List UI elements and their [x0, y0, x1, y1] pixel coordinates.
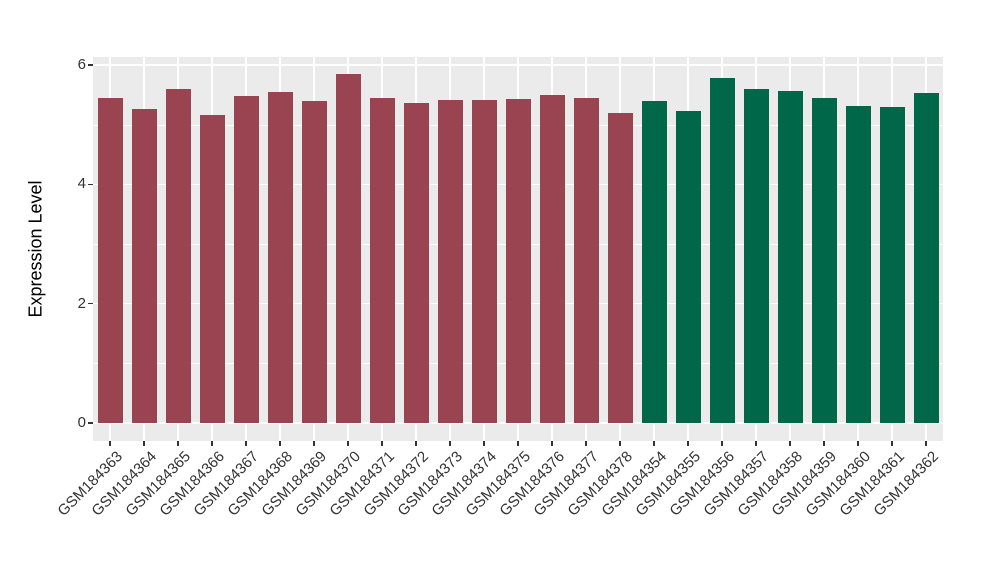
bar	[675, 110, 701, 423]
y-tick-mark	[88, 302, 93, 305]
x-tick-mark	[755, 441, 757, 446]
plot-panel	[93, 57, 943, 441]
x-tick-mark	[313, 441, 315, 446]
y-tick-label: 4	[77, 175, 86, 193]
bar	[913, 93, 939, 423]
bar	[403, 103, 429, 423]
bar	[777, 91, 803, 423]
bar	[811, 97, 837, 423]
x-tick-mark	[381, 441, 383, 446]
bar	[97, 97, 123, 423]
x-tick-mark	[585, 441, 587, 446]
x-tick-mark	[109, 441, 111, 446]
bar	[369, 97, 395, 423]
bar	[233, 96, 259, 423]
bar	[539, 94, 565, 423]
bar	[471, 100, 497, 423]
bar	[199, 115, 225, 423]
bar	[573, 97, 599, 423]
x-tick-mark	[721, 441, 723, 446]
y-tick-mark	[88, 64, 93, 66]
y-tick-mark	[88, 183, 93, 186]
x-tick-mark	[211, 441, 213, 446]
bar	[845, 106, 871, 423]
x-tick-mark	[653, 441, 655, 446]
bar	[505, 99, 531, 423]
x-tick-mark	[483, 441, 485, 446]
x-tick-mark	[517, 441, 519, 446]
x-tick-mark	[347, 441, 349, 446]
x-tick-mark	[823, 441, 825, 446]
x-tick-mark	[177, 441, 179, 446]
bar	[641, 100, 667, 423]
bar	[301, 100, 327, 423]
x-tick-mark	[925, 441, 927, 446]
bar	[709, 78, 735, 423]
bar	[879, 106, 905, 423]
bar	[131, 109, 157, 423]
x-tick-mark	[789, 441, 791, 446]
y-tick-label: 2	[77, 294, 86, 312]
x-tick-mark	[245, 441, 247, 446]
y-tick-mark	[88, 422, 93, 424]
x-tick-mark	[687, 441, 689, 446]
x-tick-mark	[415, 441, 417, 446]
bar	[437, 100, 463, 423]
y-tick-label: 6	[77, 55, 86, 73]
bar	[267, 91, 293, 423]
bar	[165, 89, 191, 423]
x-tick-mark	[891, 441, 893, 446]
x-tick-mark	[551, 441, 553, 446]
x-tick-mark	[143, 441, 145, 446]
y-tick-label: 0	[77, 414, 86, 431]
x-tick-mark	[449, 441, 451, 446]
x-tick-mark	[857, 441, 859, 446]
x-tick-mark	[619, 441, 621, 446]
x-tick-mark	[279, 441, 281, 446]
bar	[335, 73, 361, 423]
bar	[607, 113, 633, 423]
bar	[743, 88, 769, 423]
